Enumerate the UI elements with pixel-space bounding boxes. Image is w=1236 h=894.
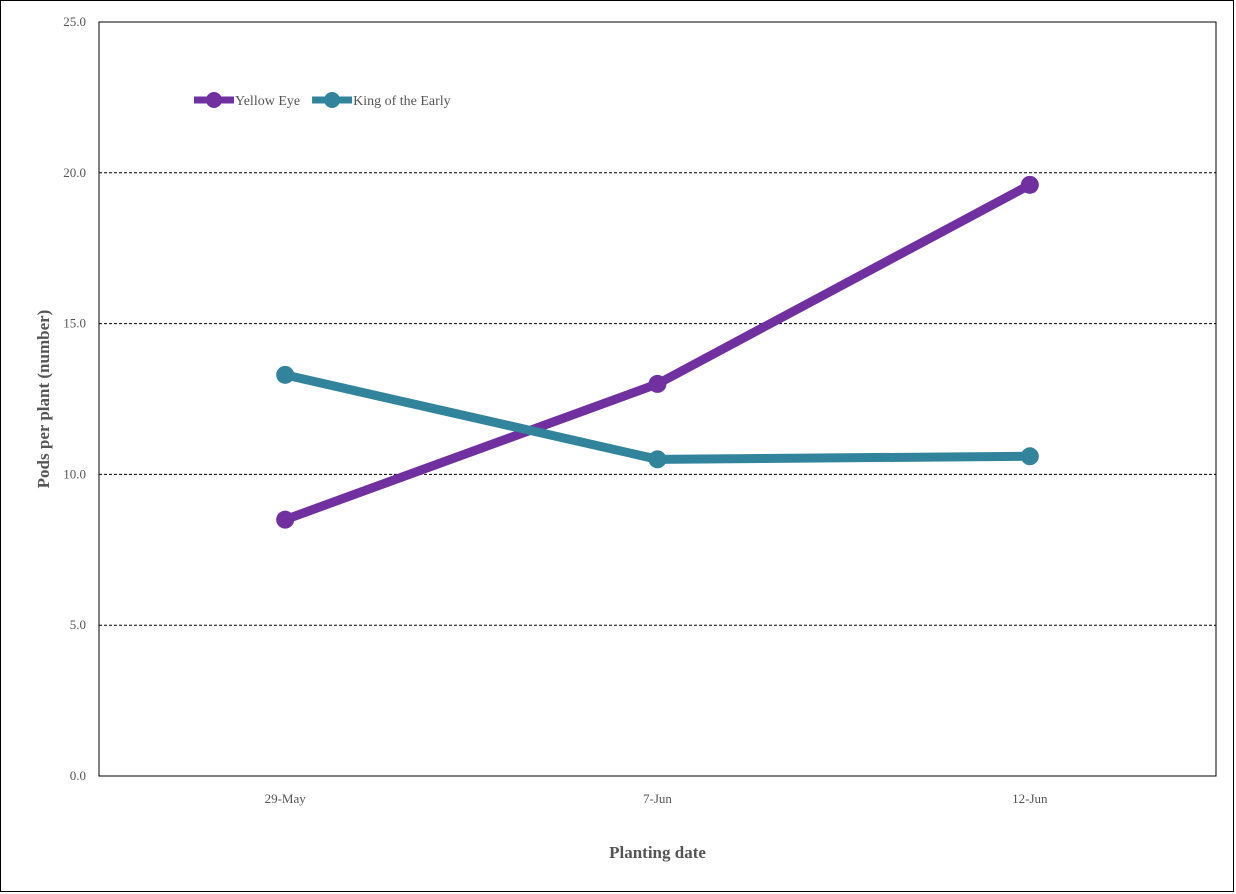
grid-lines: [99, 172, 1216, 626]
plot-area: [98, 21, 1217, 777]
y-axis-title: Pods per plant (number): [34, 310, 53, 489]
y-tick-label: 0.0: [70, 768, 86, 783]
legend-label: Yellow Eye: [235, 94, 300, 109]
legend-swatch-marker: [324, 92, 341, 108]
legend-swatch-marker: [206, 92, 222, 108]
x-axis-ticks: 29-May 7-Jun 12-Jun: [265, 791, 1048, 806]
data-point: [648, 374, 667, 393]
y-axis-ticks: 0.0 5.0 10.0 15.0 20.0 25.0: [63, 14, 86, 783]
x-tick-label: 29-May: [265, 791, 307, 806]
y-tick-label: 10.0: [63, 466, 86, 481]
data-point: [276, 510, 295, 529]
data-point: [276, 365, 295, 384]
x-axis-title: Planting date: [609, 843, 706, 862]
y-tick-label: 25.0: [63, 14, 86, 29]
series-line: [280, 180, 1035, 525]
y-tick-label: 20.0: [63, 165, 86, 180]
data-point: [1020, 175, 1039, 194]
y-tick-label: 15.0: [63, 316, 86, 331]
data-point: [1020, 447, 1039, 466]
y-tick-label: 5.0: [70, 617, 86, 632]
series-layer: [276, 175, 1039, 529]
legend-label: King of the Early: [353, 94, 451, 109]
series-king-of-the-early: [276, 365, 1039, 469]
legend-item: King of the Early: [312, 92, 451, 109]
x-tick-label: 12-Jun: [1012, 791, 1048, 806]
data-point: [648, 450, 667, 469]
legend-item: Yellow Eye: [194, 92, 300, 109]
series-yellow-eye: [276, 175, 1039, 529]
legend: Yellow Eye King of the Early: [194, 92, 451, 109]
x-tick-label: 7-Jun: [643, 791, 672, 806]
